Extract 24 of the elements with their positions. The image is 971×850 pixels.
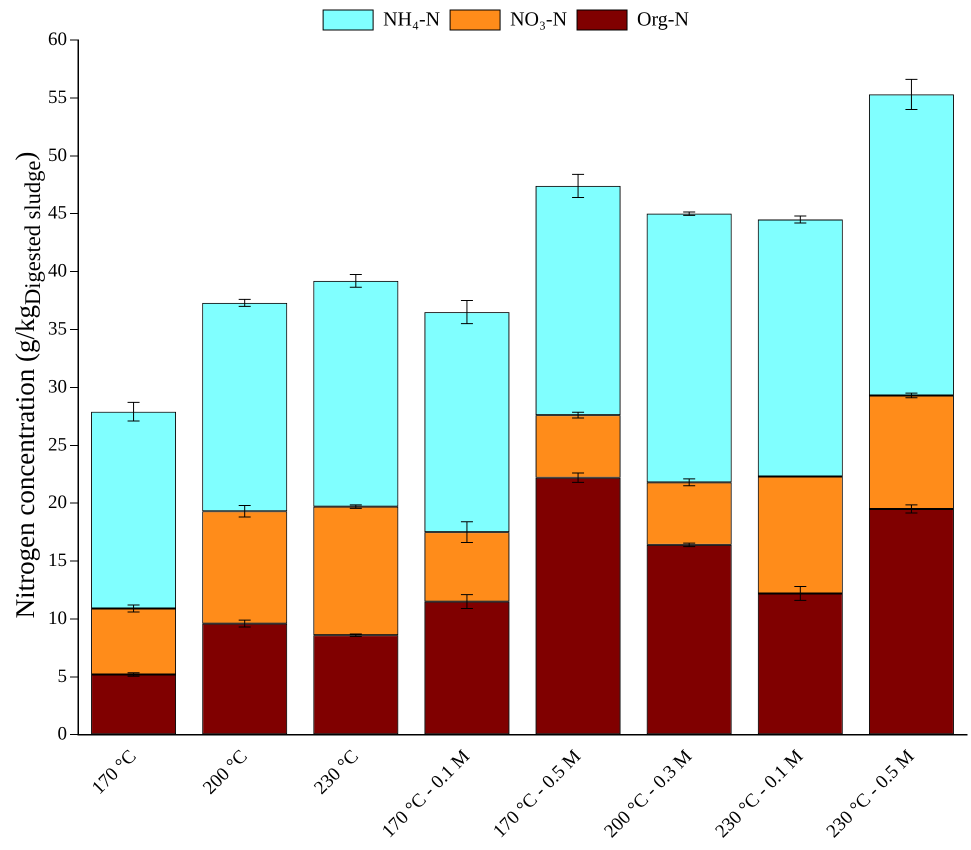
legend-label: NH₄-N bbox=[383, 8, 440, 30]
y-tick-label: 15 bbox=[48, 550, 67, 572]
x-tick-label: 230 °C bbox=[310, 746, 363, 799]
x-tick-label: 230 °C - 0.5 M bbox=[822, 746, 919, 842]
y-tick-label: 0 bbox=[58, 724, 67, 745]
y-tick-label: 25 bbox=[48, 434, 67, 456]
y-tick-label: 10 bbox=[48, 608, 67, 629]
y-tick-label: 50 bbox=[48, 144, 67, 166]
y-tick-label: 45 bbox=[48, 202, 67, 224]
x-tick-label: 200 °C bbox=[199, 746, 252, 799]
x-tick-label: 170 °C - 0.5 M bbox=[489, 746, 586, 842]
x-tick-label: 170 °C - 0.1 M bbox=[378, 746, 474, 842]
x-tick-label: 230 °C - 0.1 M bbox=[711, 746, 808, 842]
y-tick-label: 5 bbox=[58, 666, 67, 687]
y-tick-label: 35 bbox=[48, 318, 67, 340]
legend-label: Org-N bbox=[637, 8, 689, 30]
x-tick-label: 200 °C - 0.3 M bbox=[600, 746, 696, 842]
y-tick-label: 55 bbox=[48, 86, 67, 108]
y-tick-label: 20 bbox=[48, 492, 67, 514]
x-tick-label: 170 °C bbox=[88, 746, 141, 799]
y-tick-label: 40 bbox=[48, 260, 67, 282]
legend-label: NO₃-N bbox=[510, 8, 568, 30]
y-tick-label: 30 bbox=[48, 376, 67, 398]
y-tick-label: 60 bbox=[48, 28, 67, 50]
